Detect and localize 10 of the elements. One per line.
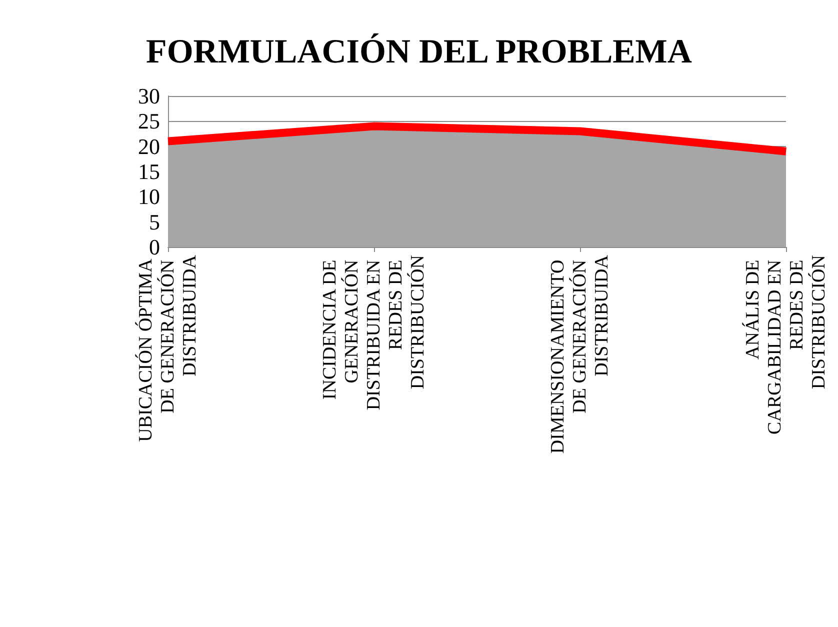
x-tick-label: DIMENSIONAMIENTO DE GENERACIÓN DISTRIBUIDA: [548, 254, 612, 454]
y-tick-label: 25: [138, 108, 160, 134]
chart-title: FORMULACIÓN DEL PROBLEMA: [146, 32, 692, 70]
y-tick-label: 10: [138, 184, 160, 210]
y-tick-label: 30: [138, 84, 160, 108]
y-tick-label: 5: [149, 209, 160, 234]
x-tick-label: ANÁLIS DE CARGABILIDAD EN REDES DE DISTRIBUCIÓN: [742, 254, 830, 434]
y-tick-label: 15: [138, 159, 160, 184]
x-tick-label: INCIDENCIA DE GENERACIÓN DISTRIBUIDA EN REDES DE DISTRIBUCIÓN: [320, 254, 428, 410]
y-tick-label: 20: [138, 134, 160, 159]
